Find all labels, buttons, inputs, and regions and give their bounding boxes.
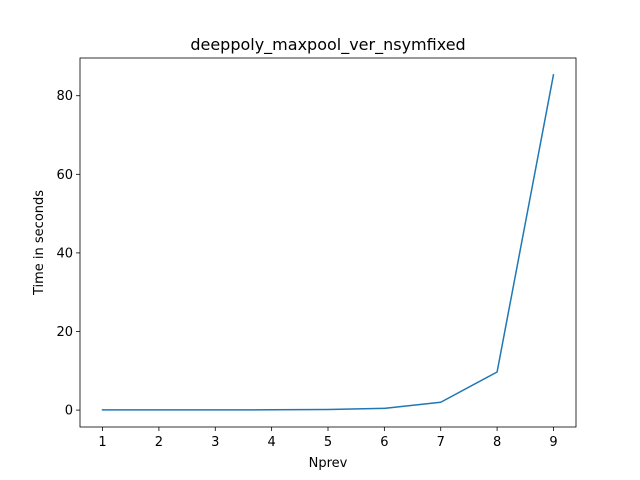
series-line <box>101 74 555 411</box>
y-tick-label: 80 <box>56 89 73 104</box>
y-axis-label: Time in seconds <box>32 190 47 296</box>
y-tick-label: 60 <box>56 168 73 183</box>
x-tick-label: 6 <box>380 435 388 450</box>
x-tick-label: 8 <box>493 435 501 450</box>
x-tick-label: 1 <box>98 435 106 450</box>
x-axis-label: Nprev <box>309 456 348 471</box>
x-tick-label: 7 <box>437 435 445 450</box>
x-tick-label: 2 <box>155 435 163 450</box>
x-tick-label: 3 <box>211 435 219 450</box>
x-tick-label: 5 <box>324 435 332 450</box>
y-axis-ticks: 0 20 40 60 80 <box>56 89 80 419</box>
y-tick-label: 20 <box>56 325 73 340</box>
y-tick-label: 0 <box>65 404 73 419</box>
x-tick-label: 9 <box>549 435 557 450</box>
plot-layer <box>101 74 555 411</box>
x-axis-ticks: 1 2 3 4 5 6 7 8 9 <box>98 427 558 450</box>
chart-title: deeppoly_maxpool_ver_nsymfixed <box>190 35 465 55</box>
x-tick-label: 4 <box>267 435 275 450</box>
y-tick-label: 40 <box>56 246 73 261</box>
